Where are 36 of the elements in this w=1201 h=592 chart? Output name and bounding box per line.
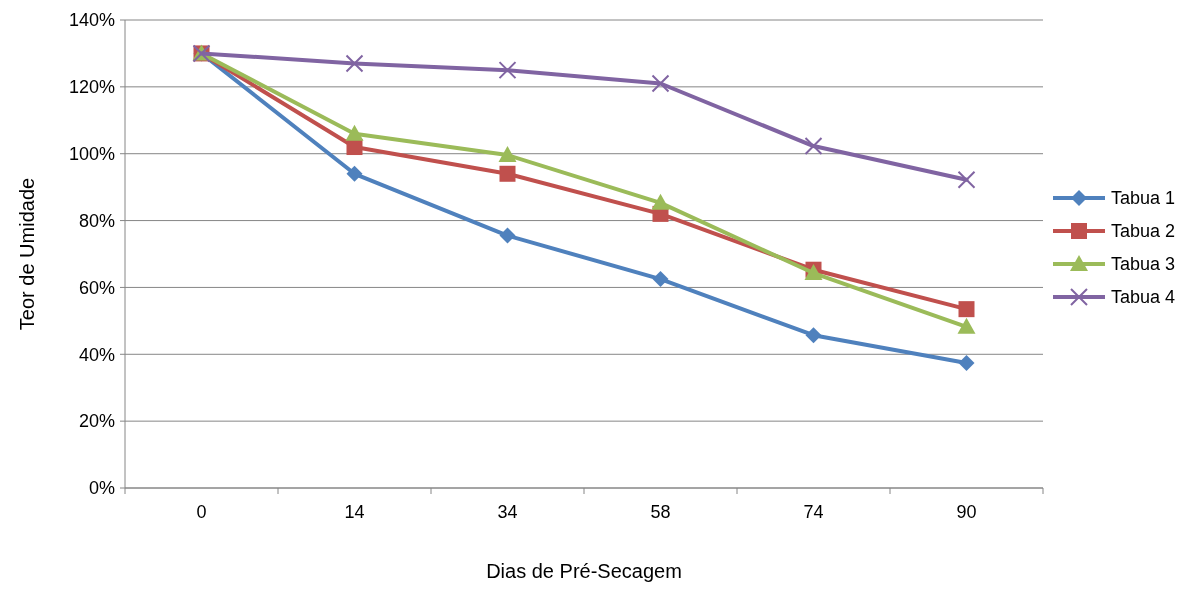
y-tick-label: 140% — [68, 10, 115, 31]
x-tick-label: 14 — [344, 502, 365, 522]
legend-label: Tabua 1 — [1111, 188, 1176, 209]
y-tick-label: 20% — [78, 411, 115, 432]
point — [957, 317, 976, 334]
point — [957, 170, 976, 189]
point — [499, 165, 516, 182]
point — [346, 165, 363, 182]
point — [651, 74, 670, 93]
y-tick-label: 0% — [88, 478, 115, 499]
point — [805, 327, 822, 344]
x-axis-title: Dias de Pré-Secagem — [486, 560, 682, 582]
y-tick-label: 60% — [78, 277, 115, 298]
point — [804, 137, 823, 156]
x-tick-label: 0 — [196, 502, 207, 522]
point — [651, 193, 670, 210]
y-tick-label: 120% — [68, 77, 115, 98]
y-tick-label: 100% — [68, 144, 115, 165]
point — [345, 54, 364, 73]
point — [345, 124, 364, 141]
legend-label: Tabua 4 — [1111, 287, 1176, 308]
x-tick-label: 74 — [803, 502, 824, 522]
point — [498, 146, 517, 163]
x-tick-label: 90 — [956, 502, 977, 522]
point — [499, 227, 516, 244]
y-tick-label: 80% — [78, 210, 115, 231]
x-tick-label: 58 — [650, 502, 671, 522]
y-tick-label: 40% — [78, 344, 115, 365]
point — [652, 271, 669, 288]
point — [498, 61, 517, 80]
y-axis-title: Teor de Umidade — [16, 177, 38, 331]
point — [958, 354, 975, 371]
point — [958, 301, 975, 318]
x-tick-label: 34 — [497, 502, 518, 522]
legend-label: Tabua 3 — [1111, 254, 1176, 275]
legend-label: Tabua 2 — [1111, 221, 1176, 242]
